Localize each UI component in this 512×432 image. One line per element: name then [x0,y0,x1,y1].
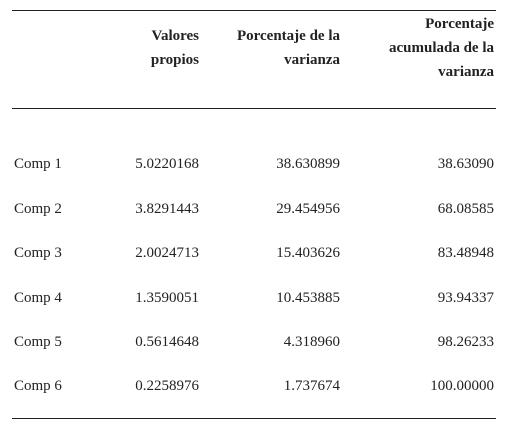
header-text-line: Valores [151,28,199,44]
header-porcentaje-varianza: Porcentaje de la varianza [237,24,340,72]
component-label: Comp 6 [14,378,62,394]
header-text-line: Porcentaje de la [236,28,340,44]
table-row: Comp 4 1.3590051 10.453885 93.94337 [12,286,496,310]
component-label: Comp 2 [14,201,62,217]
variance-percent-cell: 29.454956 [276,201,340,217]
table-row: Comp 5 0.5614648 4.318960 98.26233 [12,330,496,354]
table-row: Comp 6 0.2258976 1.737674 100.00000 [12,374,496,398]
header-valores-propios: Valores propios [151,24,199,72]
table-bottom-rule [12,418,496,419]
header-text-line: varianza [438,64,494,80]
variance-table: Valores propios Porcentaje de la varianz… [12,10,496,420]
table-row: Comp 2 3.8291443 29.454956 68.08585 [12,197,496,221]
table-top-rule [12,10,496,11]
eigenvalue-cell: 3.8291443 [135,201,199,217]
eigenvalue-cell: 0.2258976 [135,378,199,394]
table-row: Comp 1 5.0220168 38.630899 38.63090 [12,152,496,176]
cumulative-percent-cell: 83.48948 [437,245,494,261]
variance-percent-cell: 38.630899 [276,156,340,172]
component-label: Comp 5 [14,334,62,350]
eigenvalue-cell: 1.3590051 [135,290,199,306]
cumulative-percent-cell: 100.00000 [430,378,494,394]
header-text-line: propios [150,52,199,68]
variance-percent-cell: 10.453885 [276,290,340,306]
header-text-line: varianza [284,52,340,68]
table-row: Comp 3 2.0024713 15.403626 83.48948 [12,241,496,265]
eigenvalue-cell: 0.5614648 [135,334,199,350]
variance-percent-cell: 15.403626 [276,245,340,261]
component-label: Comp 1 [14,156,62,172]
header-text-line: acumulada de la [388,40,494,56]
cumulative-percent-cell: 93.94337 [437,290,494,306]
eigenvalue-cell: 2.0024713 [135,245,199,261]
header-porcentaje-acumulada: Porcentaje acumulada de la varianza [389,12,494,84]
header-text-line: Porcentaje [425,16,494,32]
component-label: Comp 4 [14,290,62,306]
header-bottom-rule [12,108,496,109]
variance-percent-cell: 4.318960 [283,334,340,350]
variance-percent-cell: 1.737674 [283,378,340,394]
cumulative-percent-cell: 98.26233 [437,334,494,350]
cumulative-percent-cell: 68.08585 [437,201,494,217]
component-label: Comp 3 [14,245,62,261]
eigenvalue-cell: 5.0220168 [135,156,199,172]
cumulative-percent-cell: 38.63090 [437,156,494,172]
